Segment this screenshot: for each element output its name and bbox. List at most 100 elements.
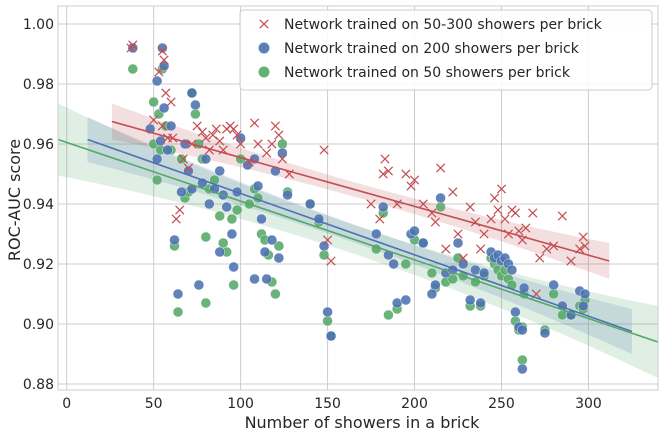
data-point	[322, 306, 333, 318]
data-point	[517, 363, 528, 375]
data-point	[193, 279, 205, 291]
data-point	[578, 232, 588, 242]
data-point	[496, 184, 507, 194]
data-point	[266, 234, 278, 246]
x-tick-label: 100	[227, 396, 254, 412]
data-point	[388, 258, 399, 270]
legend-marker-dot	[258, 42, 270, 54]
data-point	[535, 253, 545, 263]
data-point	[391, 297, 403, 309]
x-tick-label: 50	[145, 396, 163, 412]
data-point	[211, 124, 221, 134]
data-point	[430, 279, 441, 291]
data-point	[161, 88, 171, 98]
regression-line	[111, 120, 610, 262]
data-point	[406, 181, 416, 191]
data-point	[489, 193, 500, 203]
data-point	[215, 136, 225, 146]
data-point	[453, 229, 463, 239]
data-point	[226, 228, 238, 240]
regression-line	[87, 138, 633, 333]
data-point	[458, 253, 468, 263]
data-point	[178, 154, 188, 164]
data-point	[401, 169, 411, 179]
data-point	[262, 148, 272, 158]
data-point	[252, 180, 264, 192]
data-point	[259, 246, 271, 258]
data-point	[149, 115, 159, 125]
data-point	[448, 187, 458, 197]
data-point	[322, 235, 333, 245]
data-point	[435, 192, 446, 204]
data-point	[214, 246, 225, 258]
data-point	[426, 267, 438, 279]
y-tick-label: 0.98	[23, 77, 54, 93]
data-point	[151, 75, 163, 87]
data-point	[277, 138, 288, 150]
data-point	[273, 240, 285, 252]
data-point	[510, 208, 521, 218]
data-point	[171, 214, 181, 224]
data-point	[542, 244, 552, 254]
data-point	[214, 165, 225, 177]
data-point	[249, 273, 260, 285]
data-point	[475, 297, 486, 309]
data-point	[578, 300, 589, 312]
data-point	[325, 330, 337, 342]
data-point	[548, 288, 559, 300]
data-point	[151, 174, 163, 186]
data-point	[517, 354, 528, 366]
data-point	[186, 87, 198, 99]
y-axis-title: ROC-AUC score	[5, 139, 24, 261]
data-point	[270, 121, 281, 131]
data-point	[470, 264, 481, 276]
x-tick-label: 250	[488, 396, 515, 412]
data-point	[580, 241, 590, 251]
data-point	[375, 214, 385, 224]
data-point	[253, 139, 263, 149]
data-point	[218, 237, 229, 249]
data-point	[304, 198, 316, 210]
x-tick-label: 300	[575, 396, 602, 412]
regression-line	[57, 138, 659, 343]
data-point	[201, 133, 211, 143]
data-point	[435, 201, 446, 213]
data-point	[277, 147, 288, 159]
data-point	[528, 208, 538, 218]
data-point	[418, 199, 428, 209]
legend-label-50-300: Network trained on 50-300 showers per br…	[284, 17, 603, 33]
data-point	[157, 46, 167, 56]
y-tick-label: 0.94	[23, 197, 54, 213]
data-point	[157, 42, 168, 54]
data-point	[478, 267, 490, 279]
data-point	[154, 67, 164, 77]
data-point	[418, 237, 429, 249]
tick-labels: 0 50 100 150 200 250 300 0.88 0.90 0.92 0.94 0.96 0.…	[23, 17, 602, 412]
data-point	[435, 163, 446, 173]
data-point	[366, 199, 376, 209]
data-point	[176, 186, 187, 198]
data-point	[465, 202, 475, 212]
data-point	[378, 201, 389, 213]
data-point	[318, 240, 330, 252]
data-point	[273, 252, 285, 264]
data-point	[426, 288, 438, 300]
data-point	[127, 42, 138, 54]
y-tick-label: 0.90	[23, 317, 54, 333]
data-point	[267, 139, 277, 149]
data-point	[579, 288, 591, 300]
legend-marker-dot	[258, 66, 270, 78]
data-point	[452, 237, 464, 249]
data-point	[282, 189, 293, 201]
data-point	[197, 127, 207, 137]
data-point	[200, 153, 212, 165]
data-point	[231, 204, 243, 216]
data-point	[458, 258, 469, 270]
data-point	[430, 217, 441, 227]
x-tick-label: 200	[401, 396, 428, 412]
data-point	[270, 288, 281, 300]
y-tick-label: 0.96	[23, 137, 54, 153]
y-tick-label: 1.00	[23, 17, 54, 33]
data-point	[464, 294, 476, 306]
data-point	[548, 279, 559, 291]
